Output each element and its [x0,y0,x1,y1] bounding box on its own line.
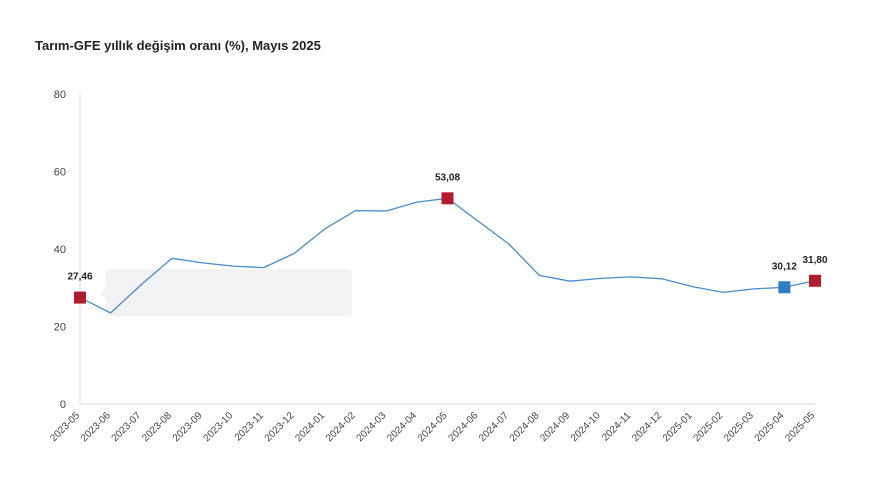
x-tick-label: 2024-01 [293,410,327,444]
x-tick-label: 2023-12 [263,410,297,444]
y-tick-label: 80 [54,89,66,101]
x-tick-label: 2023-07 [110,410,144,444]
x-tick-label: 2024-05 [416,410,450,444]
markers [74,192,821,304]
x-tick-label: 2025-01 [661,410,695,444]
x-tick-label: 2024-12 [630,410,664,444]
tooltip-placeholder [106,269,352,316]
x-tick-label: 2024-02 [324,410,358,444]
x-tick-label: 2025-03 [722,410,756,444]
x-tick-label: 2024-09 [538,410,572,444]
data-label: 31,80 [802,255,827,266]
x-tick-label: 2024-08 [508,410,542,444]
x-tick-label: 2023-10 [202,410,236,444]
point-marker [809,274,821,287]
x-tick-label: 2024-11 [600,410,634,444]
y-tick-label: 40 [54,244,66,256]
x-tick-label: 2023-06 [79,410,113,444]
x-tick-label: 2024-07 [477,410,511,444]
x-tick-label: 2025-05 [783,410,817,444]
tooltip-pointer [100,287,106,299]
x-tick-label: 2023-09 [171,410,205,444]
x-tick-label: 2024-10 [569,410,603,444]
point-marker [778,281,791,294]
data-labels: 27,46 53,08 30,12 31,80 [67,172,827,282]
x-tick-label: 2025-02 [692,410,726,444]
y-tick-label: 20 [54,322,66,334]
y-axis: 0 20 40 60 80 [54,89,81,411]
point-marker [441,192,454,205]
x-tick-label: 2023-11 [233,410,267,444]
data-label: 53,08 [435,172,460,183]
x-axis: 2023-052023-062023-072023-082023-092023-… [48,403,817,444]
data-label: 30,12 [772,261,797,272]
data-label: 27,46 [67,272,92,283]
y-tick-label: 0 [60,399,66,411]
chart-title: Tarım-GFE yıllık değişim oranı (%), Mayı… [35,38,321,53]
x-tick-label: 2024-03 [355,410,389,444]
x-tick-label: 2023-08 [140,410,174,444]
point-marker [74,291,86,304]
x-tick-label: 2025-04 [753,410,787,444]
y-tick-label: 60 [54,167,66,179]
x-tick-label: 2024-04 [385,410,419,444]
x-tick-label: 2024-06 [447,410,481,444]
x-tick-label: 2023-05 [48,410,82,444]
